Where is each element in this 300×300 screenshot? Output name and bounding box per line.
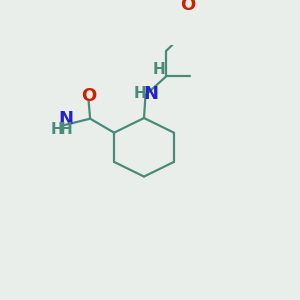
Text: H: H — [51, 122, 64, 137]
Text: H: H — [153, 62, 165, 77]
Text: N: N — [143, 85, 158, 103]
Text: H: H — [60, 122, 73, 137]
Text: H: H — [134, 86, 146, 101]
Text: O: O — [180, 0, 195, 14]
Text: O: O — [81, 87, 96, 105]
Text: N: N — [58, 110, 74, 128]
